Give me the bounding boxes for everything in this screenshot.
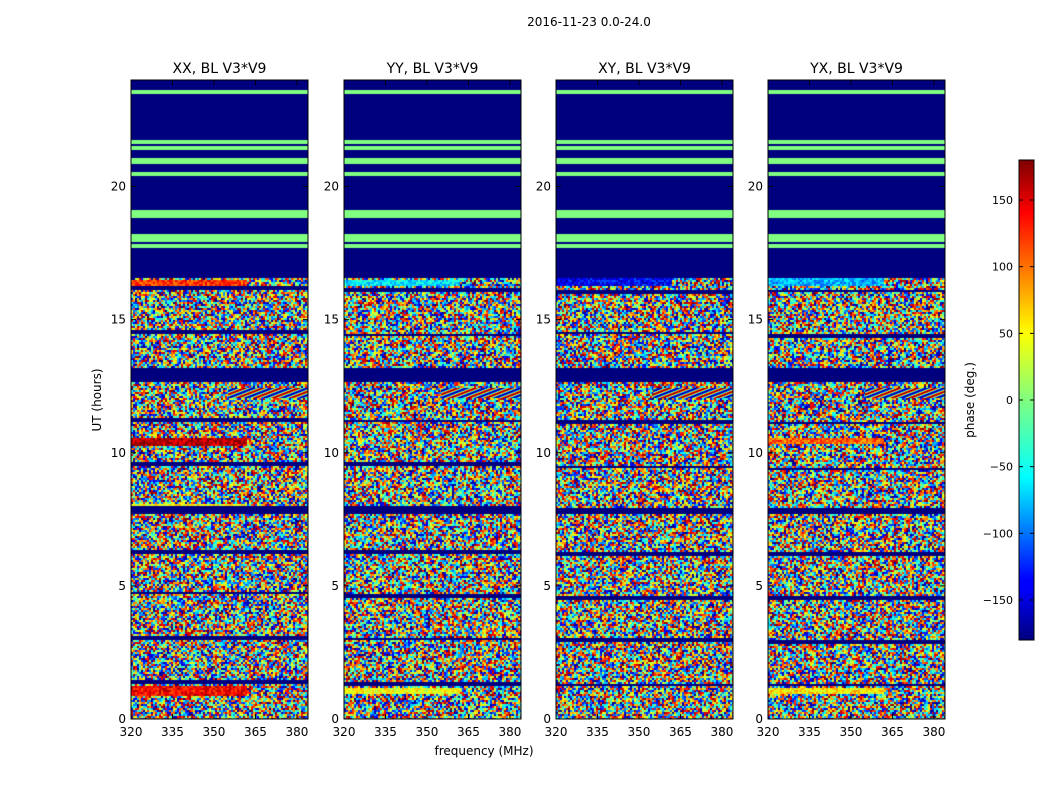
x-tick-label: 335: [161, 725, 184, 739]
y-axis-label: UT (hours): [90, 368, 104, 431]
y-tick-label: 10: [324, 446, 339, 460]
plot-frame: [130, 79, 309, 720]
y-tick-label: 0: [543, 712, 551, 726]
panel-xy: XY, BL V3*V9 320 335 350 365 380 0 5 10 15 20: [536, 61, 734, 739]
x-tick-label: 365: [881, 725, 904, 739]
y-tick-label: 15: [748, 313, 763, 327]
colorbar-label: phase (deg.): [963, 362, 977, 438]
panel-title-yx: YX, BL V3*V9: [809, 61, 903, 77]
y-tick-label: 15: [324, 313, 339, 327]
y-tick-label: 5: [543, 579, 551, 593]
plot-frame: [343, 79, 522, 720]
colorbar-tick-label: −100: [983, 527, 1013, 540]
y-tick-label: 5: [755, 579, 763, 593]
y-tick-label: 10: [536, 446, 551, 460]
y-tick-label: 15: [111, 313, 126, 327]
figure-title: 2016-11-23 0.0-24.0: [527, 15, 651, 29]
colorbar-tick-label: 0: [1006, 394, 1013, 407]
x-tick-label: 365: [244, 725, 267, 739]
colorbar-tick-label: 50: [999, 327, 1013, 340]
x-tick-label: 350: [416, 725, 439, 739]
y-tick-label: 10: [748, 446, 763, 460]
x-tick-label: 350: [840, 725, 863, 739]
x-tick-label: 320: [120, 725, 143, 739]
x-tick-label: 335: [586, 725, 609, 739]
y-tick-label: 0: [755, 712, 763, 726]
y-tick-label: 20: [748, 180, 763, 194]
y-tick-label: 10: [111, 446, 126, 460]
x-tick-label: 365: [457, 725, 480, 739]
plot-frame: [767, 79, 946, 720]
x-tick-label: 335: [374, 725, 397, 739]
colorbar-tick-label: 150: [992, 194, 1013, 207]
colorbar: −150 −100 −50 0 50 100 150: [983, 159, 1035, 641]
x-tick-label: 380: [710, 725, 733, 739]
x-tick-label: 350: [628, 725, 651, 739]
x-tick-label: 380: [922, 725, 945, 739]
panel-title-xx: XX, BL V3*V9: [173, 61, 267, 77]
y-tick-label: 5: [331, 579, 339, 593]
y-tick-label: 0: [331, 712, 339, 726]
heatmap-yx: [768, 80, 945, 719]
x-axis-label: frequency (MHz): [434, 744, 533, 758]
panel-yx: YX, BL V3*V9 320 335 350 365 380 0 5 10 15 20: [748, 61, 946, 739]
y-tick-label: 20: [324, 180, 339, 194]
y-tick-label: 0: [118, 712, 126, 726]
colorbar-tick-label: −150: [983, 594, 1013, 607]
x-tick-label: 320: [757, 725, 780, 739]
panel-title-xy: XY, BL V3*V9: [598, 61, 691, 77]
colorbar-tick-label: 100: [992, 261, 1013, 274]
x-tick-label: 365: [669, 725, 692, 739]
heatmap-yy: [344, 80, 521, 719]
y-tick-label: 20: [536, 180, 551, 194]
x-tick-label: 380: [498, 725, 521, 739]
x-tick-label: 350: [203, 725, 226, 739]
y-tick-label: 5: [118, 579, 126, 593]
panel-xx: XX, BL V3*V9 320 335 350 365 380 0 5 10 15 20: [111, 61, 309, 739]
x-tick-label: 320: [333, 725, 356, 739]
plot-frame: [555, 79, 734, 720]
y-tick-label: 20: [111, 180, 126, 194]
x-tick-label: 320: [545, 725, 568, 739]
x-tick-label: 380: [285, 725, 308, 739]
heatmap-xy: [556, 80, 733, 719]
x-tick-label: 335: [798, 725, 821, 739]
y-tick-label: 15: [536, 313, 551, 327]
colorbar-tick-label: −50: [990, 461, 1013, 474]
heatmap-xx: [131, 80, 308, 719]
panel-title-yy: YY, BL V3*V9: [386, 61, 479, 77]
panel-yy: YY, BL V3*V9 320 335 350 365 380 0 5 10 15 20: [324, 61, 522, 739]
